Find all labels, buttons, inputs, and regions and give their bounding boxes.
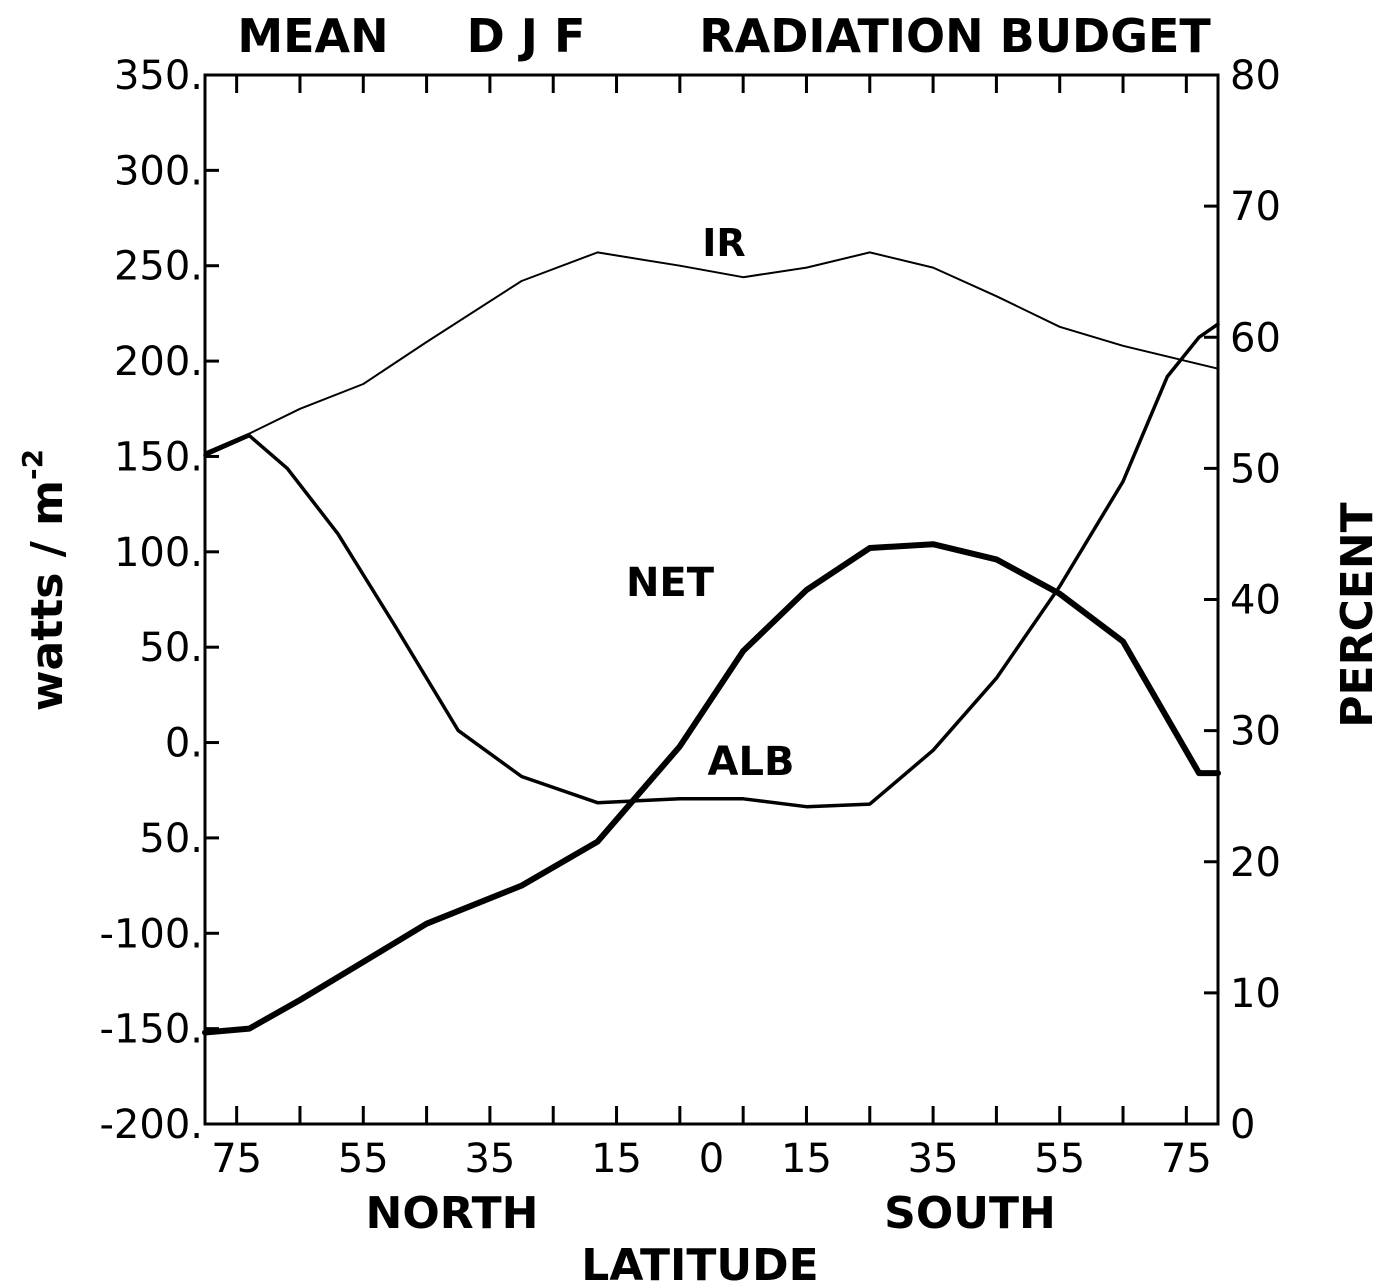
title-part-radiation-budget: RADIATION BUDGET	[699, 9, 1211, 63]
left-tick-label: 50.	[139, 816, 203, 862]
left-tick-label: 150.	[114, 434, 203, 480]
series-label-alb: ALB	[708, 739, 795, 785]
right-tick-label: 40	[1230, 578, 1281, 624]
right-axis: 80 70 60 50 40 30 20 10 0	[1204, 53, 1281, 1148]
x-tick-label: 75	[1161, 1136, 1212, 1182]
left-tick-label: 300.	[114, 148, 203, 194]
series-line-net	[202, 541, 1221, 1036]
right-tick-label: 30	[1230, 709, 1281, 755]
series-label-net: NET	[626, 560, 715, 606]
chart-title: MEAN D J F RADIATION BUDGET	[237, 9, 1211, 63]
y-axis-left-label-text: watts / m	[22, 480, 73, 711]
x-tick-label: 15	[591, 1136, 642, 1182]
x-tick-label: 15	[781, 1136, 832, 1182]
right-tick-label: 20	[1230, 840, 1281, 886]
series-group	[202, 251, 1221, 1036]
left-tick-label: 100.	[114, 530, 203, 576]
x-axis: 75 55 35 15 0 15 35 55 75	[211, 75, 1212, 1182]
left-tick-label: -150.	[100, 1007, 204, 1053]
title-part-mean: MEAN	[237, 9, 388, 63]
right-tick-label: 0	[1230, 1102, 1255, 1148]
x-tick-label: 55	[1034, 1136, 1085, 1182]
hemisphere-north-label: NORTH	[366, 1188, 539, 1239]
series-line-ir	[204, 251, 1219, 454]
x-tick-label: 75	[211, 1136, 262, 1182]
series-label-ir: IR	[702, 221, 745, 265]
right-tick-label: 60	[1230, 315, 1281, 361]
x-tick-label: 55	[338, 1136, 389, 1182]
left-axis: 350. 300. 250. 200. 150. 100. 50. 0. 50. -100. -15…	[100, 53, 219, 1148]
y-axis-left-label-superscript: -2	[16, 449, 49, 480]
series-labels: IR NET ALB	[626, 221, 795, 785]
right-tick-label: 10	[1230, 971, 1281, 1017]
y-axis-left-label: watts / m-2	[16, 449, 73, 711]
left-tick-label: -200.	[100, 1102, 204, 1148]
title-part-djf: D J F	[467, 9, 586, 63]
left-tick-label: 350.	[114, 53, 203, 99]
x-tick-label: 35	[464, 1136, 515, 1182]
right-tick-label: 80	[1230, 53, 1281, 99]
left-tick-label: 200.	[114, 339, 203, 385]
left-tick-label: 250.	[114, 244, 203, 290]
left-tick-label: -100.	[100, 911, 204, 957]
series-line-alb	[203, 322, 1220, 809]
left-tick-label: 0.	[165, 721, 203, 767]
right-tick-label: 70	[1230, 184, 1281, 230]
x-axis-label: LATITUDE	[581, 1240, 818, 1286]
x-tick-label: 0	[699, 1136, 724, 1182]
right-tick-label: 50	[1230, 446, 1281, 492]
x-tick-label: 35	[908, 1136, 959, 1182]
y-axis-right-label: PERCENT	[1332, 502, 1383, 727]
hemisphere-south-label: SOUTH	[884, 1188, 1056, 1239]
left-tick-label: 50.	[139, 625, 203, 671]
